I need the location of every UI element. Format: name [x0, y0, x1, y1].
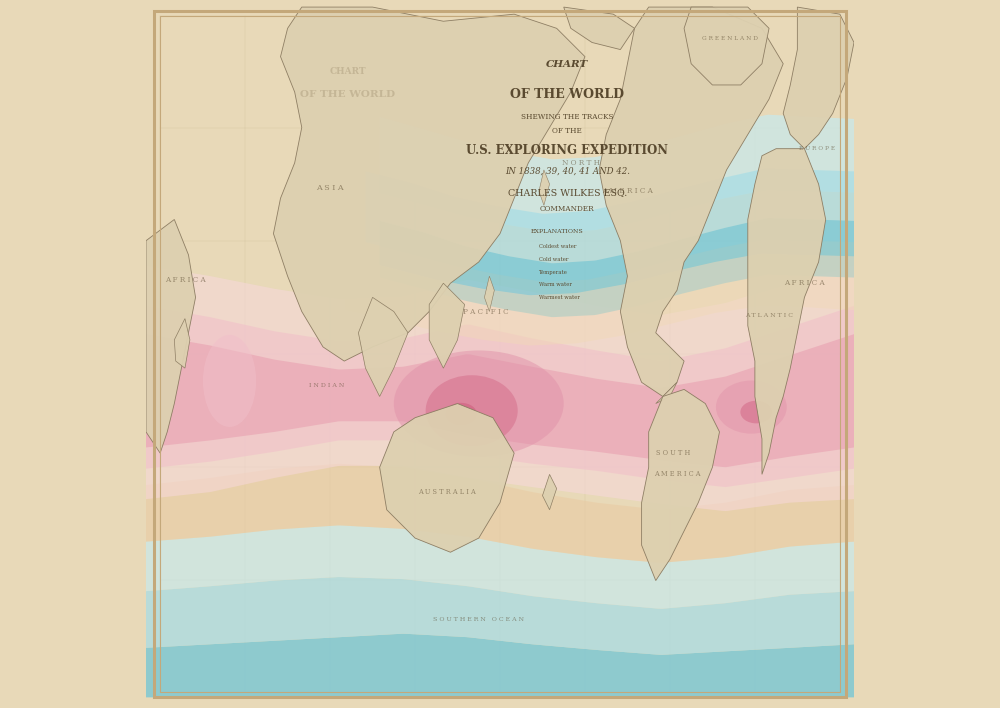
Polygon shape: [748, 149, 826, 474]
Polygon shape: [564, 7, 635, 50]
Polygon shape: [599, 7, 783, 396]
Polygon shape: [146, 464, 854, 563]
Polygon shape: [146, 266, 854, 511]
Text: A T L A N T I C: A T L A N T I C: [745, 312, 793, 318]
Polygon shape: [656, 382, 677, 404]
Text: S O U T H E R N   O C E A N: S O U T H E R N O C E A N: [433, 617, 524, 622]
Polygon shape: [542, 474, 557, 510]
Text: Warmest water: Warmest water: [539, 295, 580, 300]
Text: A M E R I C A: A M E R I C A: [602, 187, 653, 195]
Text: U.S. EXPLORING EXPEDITION: U.S. EXPLORING EXPEDITION: [466, 144, 668, 156]
Polygon shape: [484, 276, 494, 312]
Text: Cold water: Cold water: [539, 257, 568, 262]
Ellipse shape: [716, 381, 787, 434]
Polygon shape: [539, 170, 550, 205]
Text: A S I A: A S I A: [316, 183, 344, 192]
Text: A M E R I C A: A M E R I C A: [654, 470, 700, 479]
Ellipse shape: [740, 401, 772, 423]
Text: E U R O P E: E U R O P E: [799, 146, 835, 152]
Text: P A C I F I C: P A C I F I C: [463, 307, 509, 316]
Text: A F R I C A: A F R I C A: [165, 275, 205, 284]
Text: IN 1838, 39, 40, 41 AND 42.: IN 1838, 39, 40, 41 AND 42.: [505, 166, 630, 176]
Text: A F R I C A: A F R I C A: [784, 279, 825, 287]
Text: G R E E N L A N D: G R E E N L A N D: [702, 36, 758, 42]
Polygon shape: [380, 404, 514, 552]
Text: COMMANDER: COMMANDER: [540, 205, 595, 213]
Polygon shape: [642, 389, 719, 581]
Text: Temperate: Temperate: [539, 270, 568, 275]
Text: Warm water: Warm water: [539, 282, 572, 287]
Polygon shape: [380, 115, 854, 232]
Text: OF THE WORLD: OF THE WORLD: [300, 90, 395, 99]
Polygon shape: [358, 297, 408, 396]
Polygon shape: [146, 306, 854, 487]
Polygon shape: [174, 319, 190, 368]
Ellipse shape: [426, 375, 518, 446]
Ellipse shape: [445, 403, 477, 426]
Polygon shape: [429, 283, 465, 368]
Text: OF THE: OF THE: [552, 127, 582, 135]
Text: CHART: CHART: [546, 60, 588, 69]
Text: CHARLES WILKES ESQ.: CHARLES WILKES ESQ.: [508, 188, 627, 197]
Polygon shape: [273, 7, 585, 361]
Text: N O R T H: N O R T H: [562, 159, 600, 167]
Polygon shape: [146, 525, 854, 609]
Ellipse shape: [203, 335, 256, 427]
Text: A U S T R A L I A: A U S T R A L I A: [418, 488, 476, 496]
Polygon shape: [365, 169, 854, 282]
Polygon shape: [783, 7, 854, 149]
Text: OF THE WORLD: OF THE WORLD: [510, 88, 624, 101]
Polygon shape: [344, 253, 854, 346]
Ellipse shape: [394, 350, 564, 457]
Text: I N D I A N: I N D I A N: [309, 383, 344, 389]
Text: Coldest water: Coldest water: [539, 244, 576, 249]
Text: CHART: CHART: [329, 67, 366, 76]
Polygon shape: [146, 634, 854, 697]
Polygon shape: [146, 577, 854, 655]
Text: EXPLANATIONS: EXPLANATIONS: [530, 229, 583, 234]
Polygon shape: [146, 334, 854, 467]
Text: S O U T H: S O U T H: [656, 449, 691, 457]
Polygon shape: [684, 7, 769, 85]
Polygon shape: [380, 218, 854, 317]
Text: SHEWING THE TRACKS: SHEWING THE TRACKS: [521, 113, 614, 121]
Polygon shape: [146, 219, 196, 453]
